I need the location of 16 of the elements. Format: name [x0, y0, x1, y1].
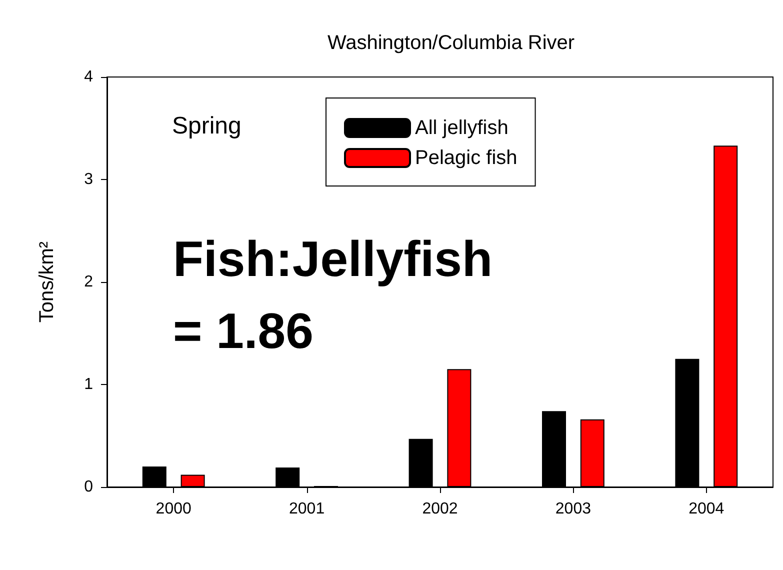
- x-tick-label: 2000: [156, 500, 192, 518]
- legend-label: Pelagic fish: [415, 147, 518, 169]
- y-tick-label: 0: [84, 478, 94, 496]
- annotation: Fish:Jellyfish = 1.86: [173, 231, 493, 359]
- y-tick-label: 3: [84, 171, 94, 188]
- chart-title: Washington/Columbia River: [327, 32, 575, 54]
- legend-label: All jellyfish: [415, 117, 508, 139]
- x-tick-label: 2004: [688, 500, 724, 518]
- x-tick-label: 2002: [422, 500, 458, 518]
- y-tick-label: 2: [84, 274, 94, 290]
- y-axis-title: Tons/km²: [36, 241, 58, 323]
- x-tick-label: 2003: [555, 500, 592, 518]
- y-tick-label: 4: [84, 68, 94, 86]
- y-tick-label: 1: [84, 376, 94, 393]
- annotation: Spring: [172, 112, 242, 140]
- x-tick-label: 2001: [289, 500, 325, 518]
